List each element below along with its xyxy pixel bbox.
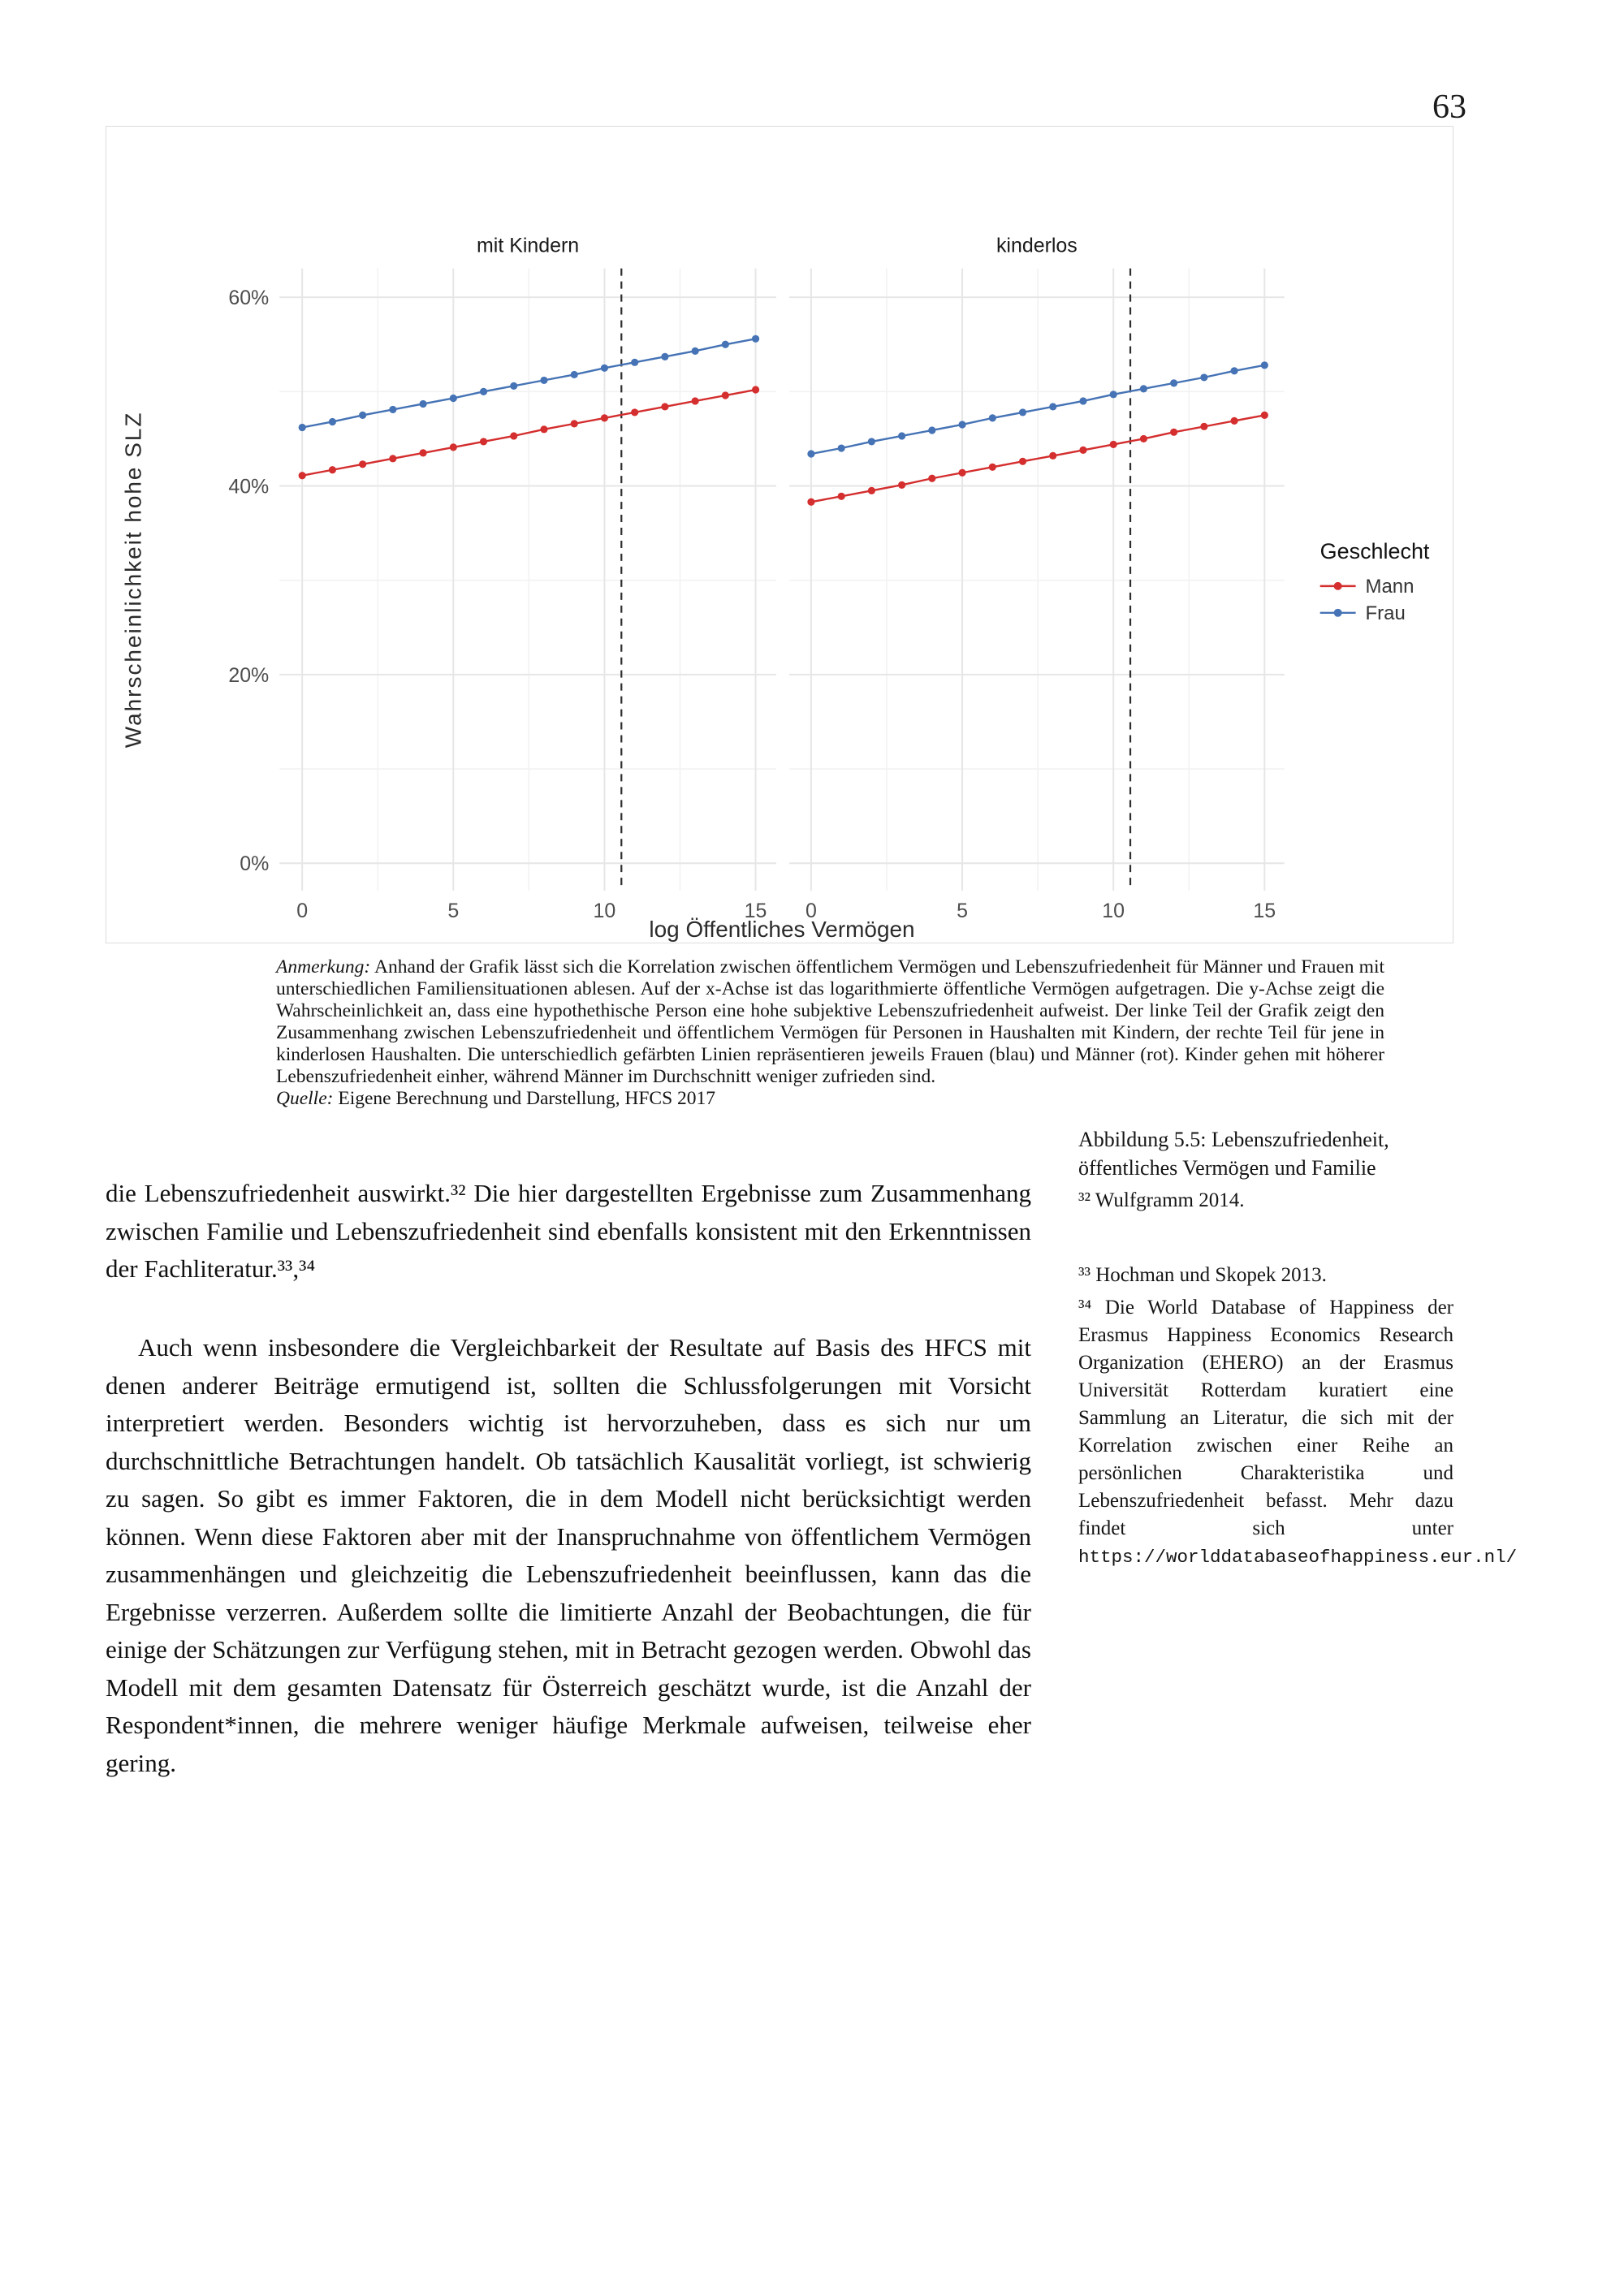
- footnote-32: ³² Wulfgramm 2014.: [1078, 1189, 1245, 1211]
- footnote-34-url[interactable]: https://worlddatabaseofhappiness.eur.nl/: [1078, 1547, 1518, 1568]
- svg-text:10: 10: [594, 900, 616, 922]
- svg-text:60%: 60%: [228, 287, 269, 309]
- faceted-line-chart: mit Kindern 0 5 10 15 kinderlos 0 5 10 15 0% 20% 40%…: [121, 235, 1430, 942]
- footnote-34: ³⁴ Die World Database of Happiness der E…: [1078, 1294, 1517, 1571]
- body-paragraph-1: die Lebenszufriedenheit auswirkt.³² Die …: [106, 1179, 1031, 1283]
- footnote-34-text: ³⁴ Die World Database of Happiness der E…: [1078, 1297, 1453, 1539]
- body-paragraph-2: Auch wenn insbesondere die Vergleichbark…: [106, 1333, 1031, 1777]
- svg-text:kinderlos: kinderlos: [996, 235, 1078, 257]
- svg-text:40%: 40%: [228, 476, 269, 498]
- quelle-label: Quelle:: [276, 1088, 334, 1109]
- svg-text:0: 0: [806, 900, 817, 922]
- svg-text:mit Kindern: mit Kindern: [477, 235, 579, 257]
- quelle-text: Eigene Berechnung und Darstellung, HFCS …: [333, 1088, 716, 1109]
- anmerkung-text: Anhand der Grafik lässt sich die Korrela…: [276, 956, 1384, 1087]
- svg-text:Wahrscheinlichkeit hohe SLZ: Wahrscheinlichkeit hohe SLZ: [121, 412, 146, 749]
- figure-note: Anmerkung: Anhand der Grafik lässt sich …: [276, 956, 1384, 1110]
- margin-notes-column: Abbildung 5.5: Lebenszufriedenheit, öffe…: [1078, 1125, 1517, 1571]
- legend-title: Geschlecht: [1320, 539, 1430, 563]
- figure-note-anmerkung: Anmerkung: Anhand der Grafik lässt sich …: [276, 956, 1384, 1088]
- svg-text:0%: 0%: [240, 852, 269, 875]
- svg-text:log Öffentliches Vermögen: log Öffentliches Vermögen: [649, 917, 914, 942]
- svg-text:20%: 20%: [228, 664, 269, 687]
- svg-text:15: 15: [745, 900, 767, 922]
- anmerkung-label: Anmerkung:: [276, 956, 371, 978]
- svg-text:Mann: Mann: [1366, 576, 1415, 598]
- figure-5-5: mit Kindern 0 5 10 15 kinderlos 0 5 10 15 0% 20% 40%…: [106, 126, 1453, 943]
- svg-text:15: 15: [1253, 900, 1276, 922]
- svg-text:0: 0: [296, 900, 308, 922]
- svg-text:Frau: Frau: [1366, 602, 1406, 624]
- svg-text:10: 10: [1102, 900, 1125, 922]
- page-number: 63: [1432, 88, 1466, 126]
- footnote-33: ³³ Hochman und Skopek 2013.: [1078, 1264, 1327, 1286]
- figure-caption: Abbildung 5.5: Lebenszufriedenheit, öffe…: [1078, 1128, 1389, 1180]
- svg-text:5: 5: [447, 900, 459, 922]
- svg-text:5: 5: [957, 900, 968, 922]
- figure-note-quelle: Quelle: Eigene Berechnung und Darstellun…: [276, 1088, 1384, 1110]
